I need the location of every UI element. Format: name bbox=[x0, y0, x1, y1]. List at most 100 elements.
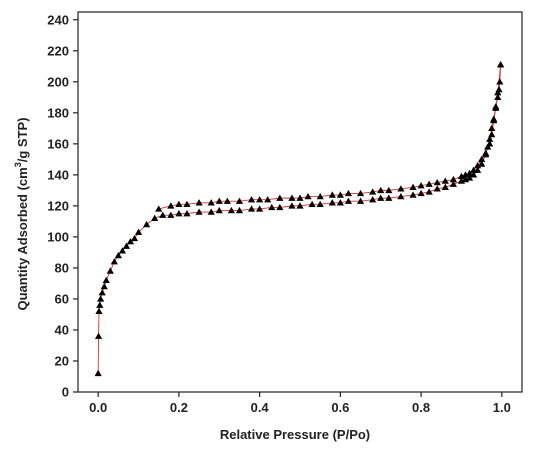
data-point bbox=[223, 197, 231, 204]
data-point bbox=[235, 206, 244, 214]
data-point bbox=[167, 202, 175, 209]
data-point bbox=[478, 155, 486, 163]
data-point bbox=[494, 89, 502, 96]
data-point bbox=[492, 104, 500, 111]
y-axis-title: Quantity Adsorbed (cm3/g STP) bbox=[13, 117, 30, 310]
data-point bbox=[344, 197, 353, 204]
y-axis-title-prefix: Quantity Adsorbed (cm bbox=[15, 167, 30, 310]
data-point bbox=[276, 194, 284, 201]
data-point bbox=[276, 203, 284, 211]
data-point bbox=[195, 208, 203, 215]
data-point bbox=[195, 199, 203, 206]
x-tick-label: 1.0 bbox=[493, 400, 511, 415]
data-point bbox=[316, 200, 324, 208]
data-point bbox=[488, 130, 496, 138]
y-tick-label: 180 bbox=[47, 105, 69, 120]
data-point bbox=[102, 276, 110, 284]
data-point bbox=[482, 149, 490, 156]
data-point bbox=[461, 171, 470, 178]
data-point bbox=[488, 124, 496, 132]
data-point bbox=[183, 210, 191, 217]
data-point bbox=[328, 191, 336, 198]
data-point bbox=[409, 183, 417, 190]
y-tick-label: 140 bbox=[47, 167, 69, 182]
data-point bbox=[256, 205, 264, 212]
data-point bbox=[159, 211, 167, 218]
data-point bbox=[97, 295, 105, 302]
data-point bbox=[377, 194, 385, 201]
x-tick-label: 0.6 bbox=[331, 400, 349, 415]
data-point bbox=[369, 188, 377, 195]
data-point bbox=[235, 197, 244, 204]
data-point bbox=[497, 61, 505, 68]
x-axis-title: Relative Pressure (P/Po) bbox=[220, 427, 370, 442]
y-tick-label: 240 bbox=[47, 12, 69, 27]
plot-frame bbox=[77, 11, 523, 393]
plot-frame-border bbox=[77, 11, 523, 393]
data-point bbox=[126, 237, 135, 245]
data-point bbox=[356, 197, 365, 204]
axis-ticks: 0.0 0.2 0.4 0.6 0.8 1.0 0 20 40 60 80 100 120 140 160 1… bbox=[47, 12, 511, 415]
y-tick-label: 160 bbox=[47, 136, 69, 151]
data-point bbox=[474, 161, 482, 169]
x-tick-label: 0.4 bbox=[251, 400, 270, 415]
data-point bbox=[490, 116, 498, 124]
data-point bbox=[143, 220, 151, 228]
data-point bbox=[433, 185, 441, 192]
data-point bbox=[94, 369, 102, 377]
data-point bbox=[100, 282, 108, 290]
data-point bbox=[296, 194, 304, 201]
data-point bbox=[288, 202, 296, 209]
data-point bbox=[95, 307, 103, 315]
data-point bbox=[441, 177, 449, 184]
data-point bbox=[449, 180, 457, 187]
data-point bbox=[183, 200, 191, 208]
data-point bbox=[425, 180, 433, 187]
data-point bbox=[155, 205, 163, 212]
data-point bbox=[336, 191, 344, 198]
y-tick-label: 20 bbox=[55, 353, 69, 368]
data-point bbox=[433, 179, 441, 186]
series-layer bbox=[94, 61, 505, 377]
data-point bbox=[130, 234, 139, 242]
data-point bbox=[496, 78, 504, 85]
data-point bbox=[296, 202, 304, 209]
series-line bbox=[97, 64, 502, 374]
x-tick-label: 0.0 bbox=[89, 400, 107, 415]
data-point bbox=[256, 196, 264, 203]
data-point bbox=[304, 192, 312, 200]
data-point bbox=[449, 175, 457, 183]
data-point bbox=[369, 196, 377, 203]
data-point bbox=[268, 203, 276, 211]
data-point bbox=[175, 200, 183, 208]
data-point bbox=[457, 172, 466, 180]
data-point bbox=[469, 166, 478, 173]
y-tick-label: 0 bbox=[62, 385, 69, 400]
y-tick-label: 80 bbox=[55, 260, 69, 275]
data-point bbox=[344, 189, 353, 197]
data-point bbox=[167, 211, 175, 218]
data-point bbox=[377, 186, 385, 194]
data-point bbox=[122, 242, 131, 249]
data-point bbox=[106, 267, 114, 274]
data-point bbox=[118, 247, 126, 254]
data-point bbox=[94, 332, 103, 339]
data-point bbox=[215, 206, 223, 214]
data-point bbox=[288, 194, 296, 201]
data-point bbox=[114, 251, 122, 259]
y-tick-label: 220 bbox=[47, 43, 69, 58]
data-point bbox=[486, 135, 494, 142]
y-tick-label: 100 bbox=[47, 229, 69, 244]
data-point bbox=[465, 174, 474, 181]
data-point bbox=[207, 208, 215, 215]
data-point bbox=[494, 93, 502, 101]
data-point bbox=[207, 199, 215, 206]
data-point bbox=[247, 196, 256, 203]
data-point bbox=[385, 194, 393, 201]
series-line bbox=[158, 64, 502, 210]
data-point bbox=[110, 258, 118, 265]
x-tick-label: 0.8 bbox=[412, 400, 430, 415]
data-point bbox=[478, 160, 486, 167]
data-point bbox=[308, 200, 316, 208]
